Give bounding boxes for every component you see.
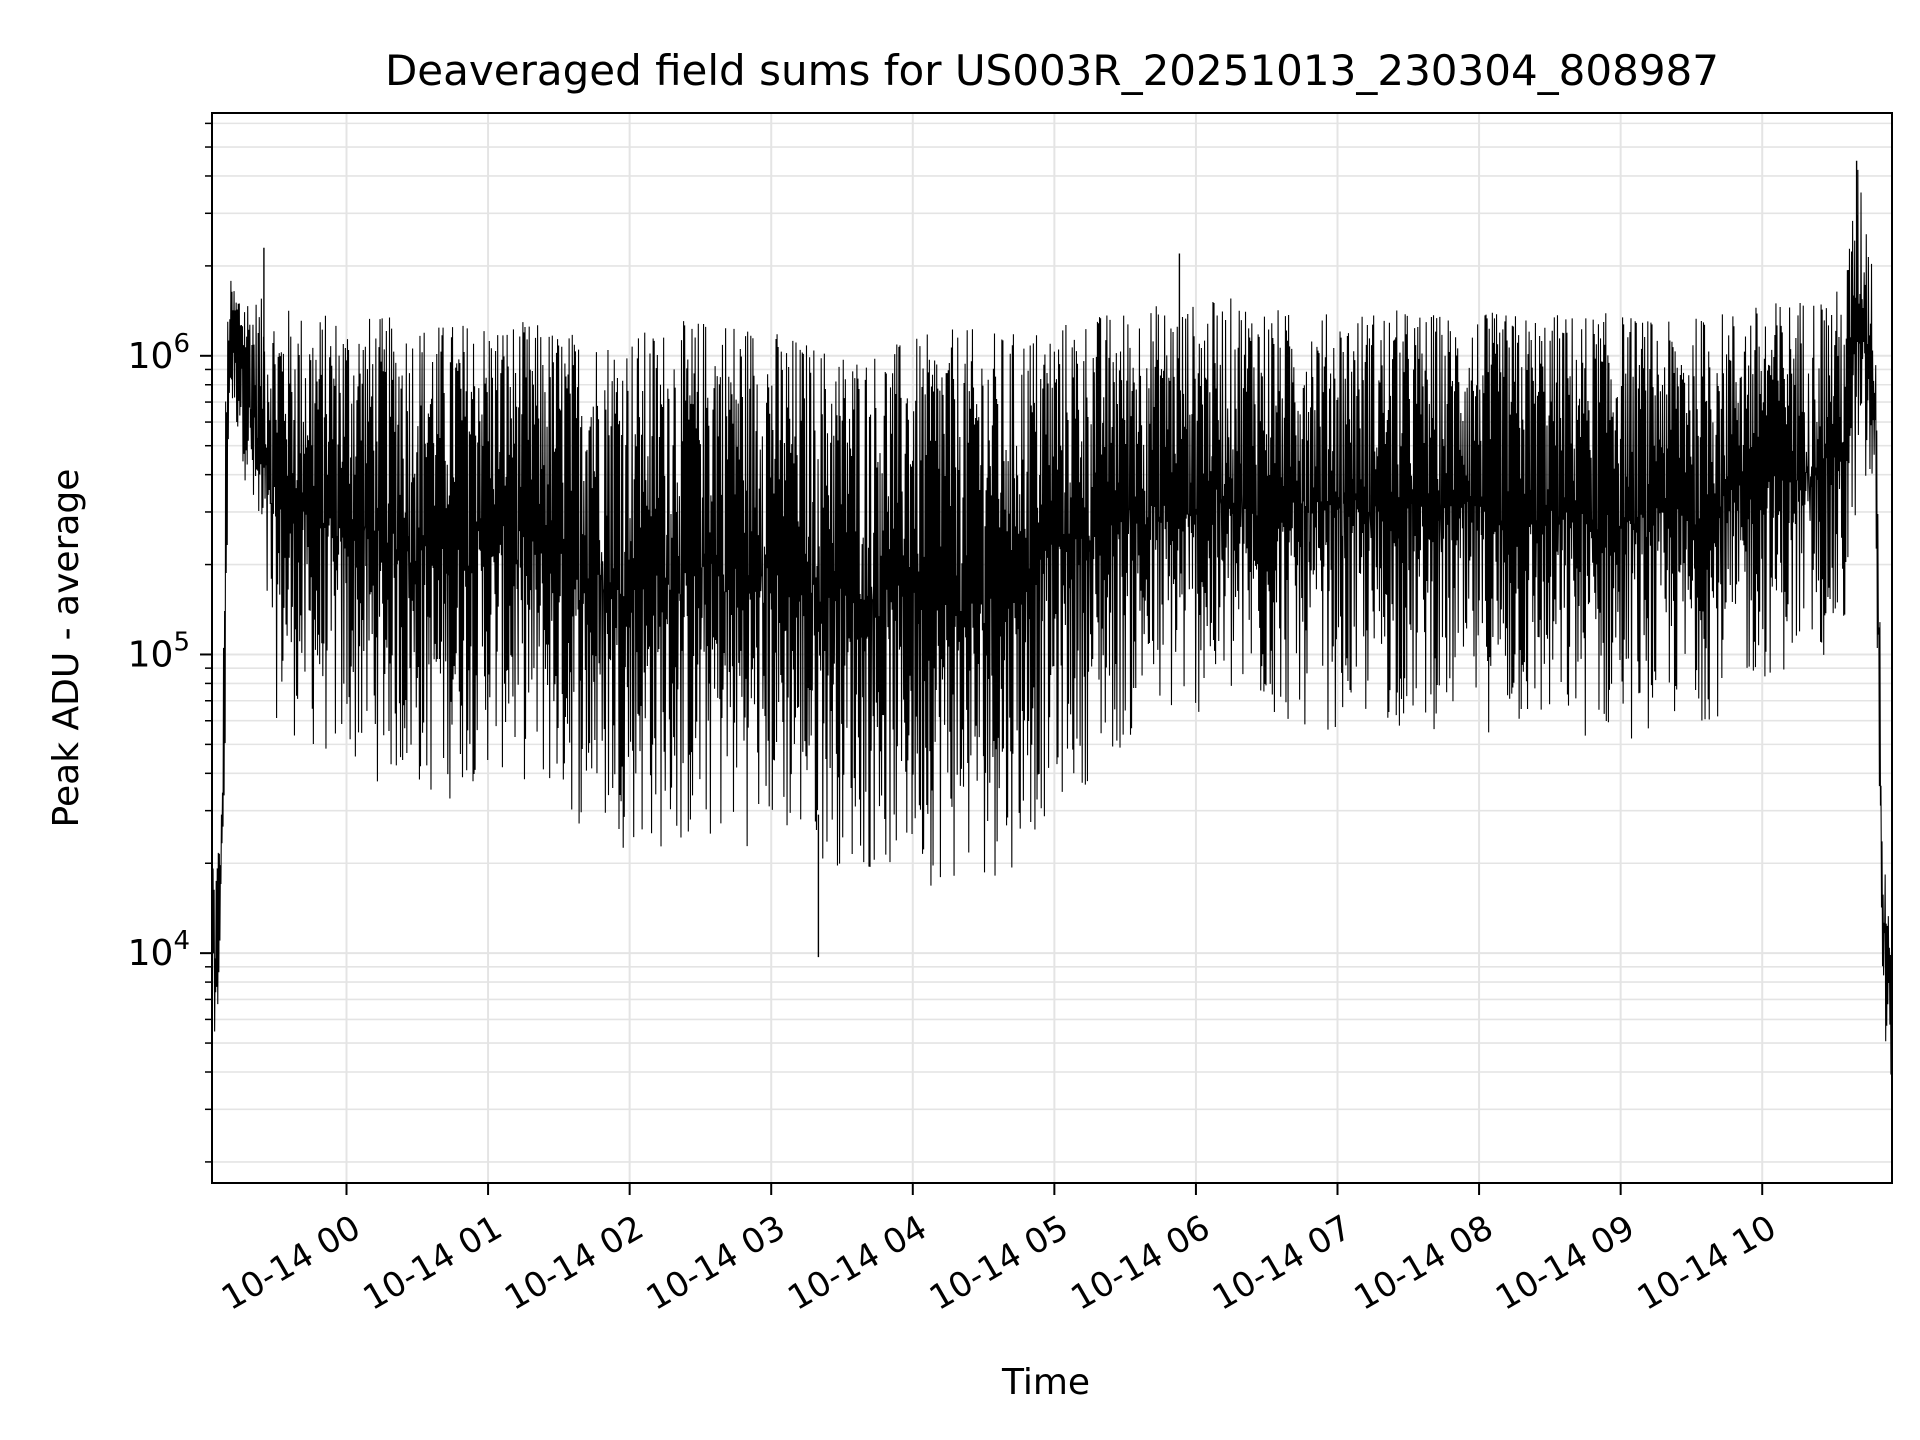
- x-tick-label: 10-14 09: [1489, 1208, 1641, 1319]
- x-tick-label: 10-14 10: [1631, 1208, 1783, 1319]
- x-tick-label: 10-14 00: [215, 1208, 367, 1319]
- chart-title: Deaveraged field sums for US003R_2025101…: [385, 46, 1719, 95]
- series-trace: [211, 169, 1893, 1075]
- series-line: [211, 160, 1893, 1075]
- x-tick-label: 10-14 05: [923, 1208, 1075, 1319]
- x-tick-label: 10-14 03: [640, 1208, 792, 1319]
- y-axis-ticks: 104 105 106: [128, 122, 212, 1163]
- y-axis-label: Peak ADU - average: [46, 469, 87, 828]
- x-tick-label: 10-14 07: [1206, 1208, 1358, 1319]
- x-tick-label: 10-14 06: [1064, 1208, 1216, 1319]
- x-tick-label: 10-14 01: [357, 1208, 509, 1319]
- plot-area-frame: [211, 112, 1893, 1184]
- y-tick-label: 106: [128, 329, 190, 377]
- x-tick-label: 10-14 02: [498, 1208, 650, 1319]
- y-tick-label: 105: [128, 627, 190, 675]
- x-axis-label: Time: [1001, 1362, 1090, 1403]
- x-tick-label: 10-14 04: [781, 1208, 933, 1319]
- x-tick-label: 10-14 08: [1348, 1208, 1500, 1319]
- y-tick-label: 104: [128, 926, 190, 974]
